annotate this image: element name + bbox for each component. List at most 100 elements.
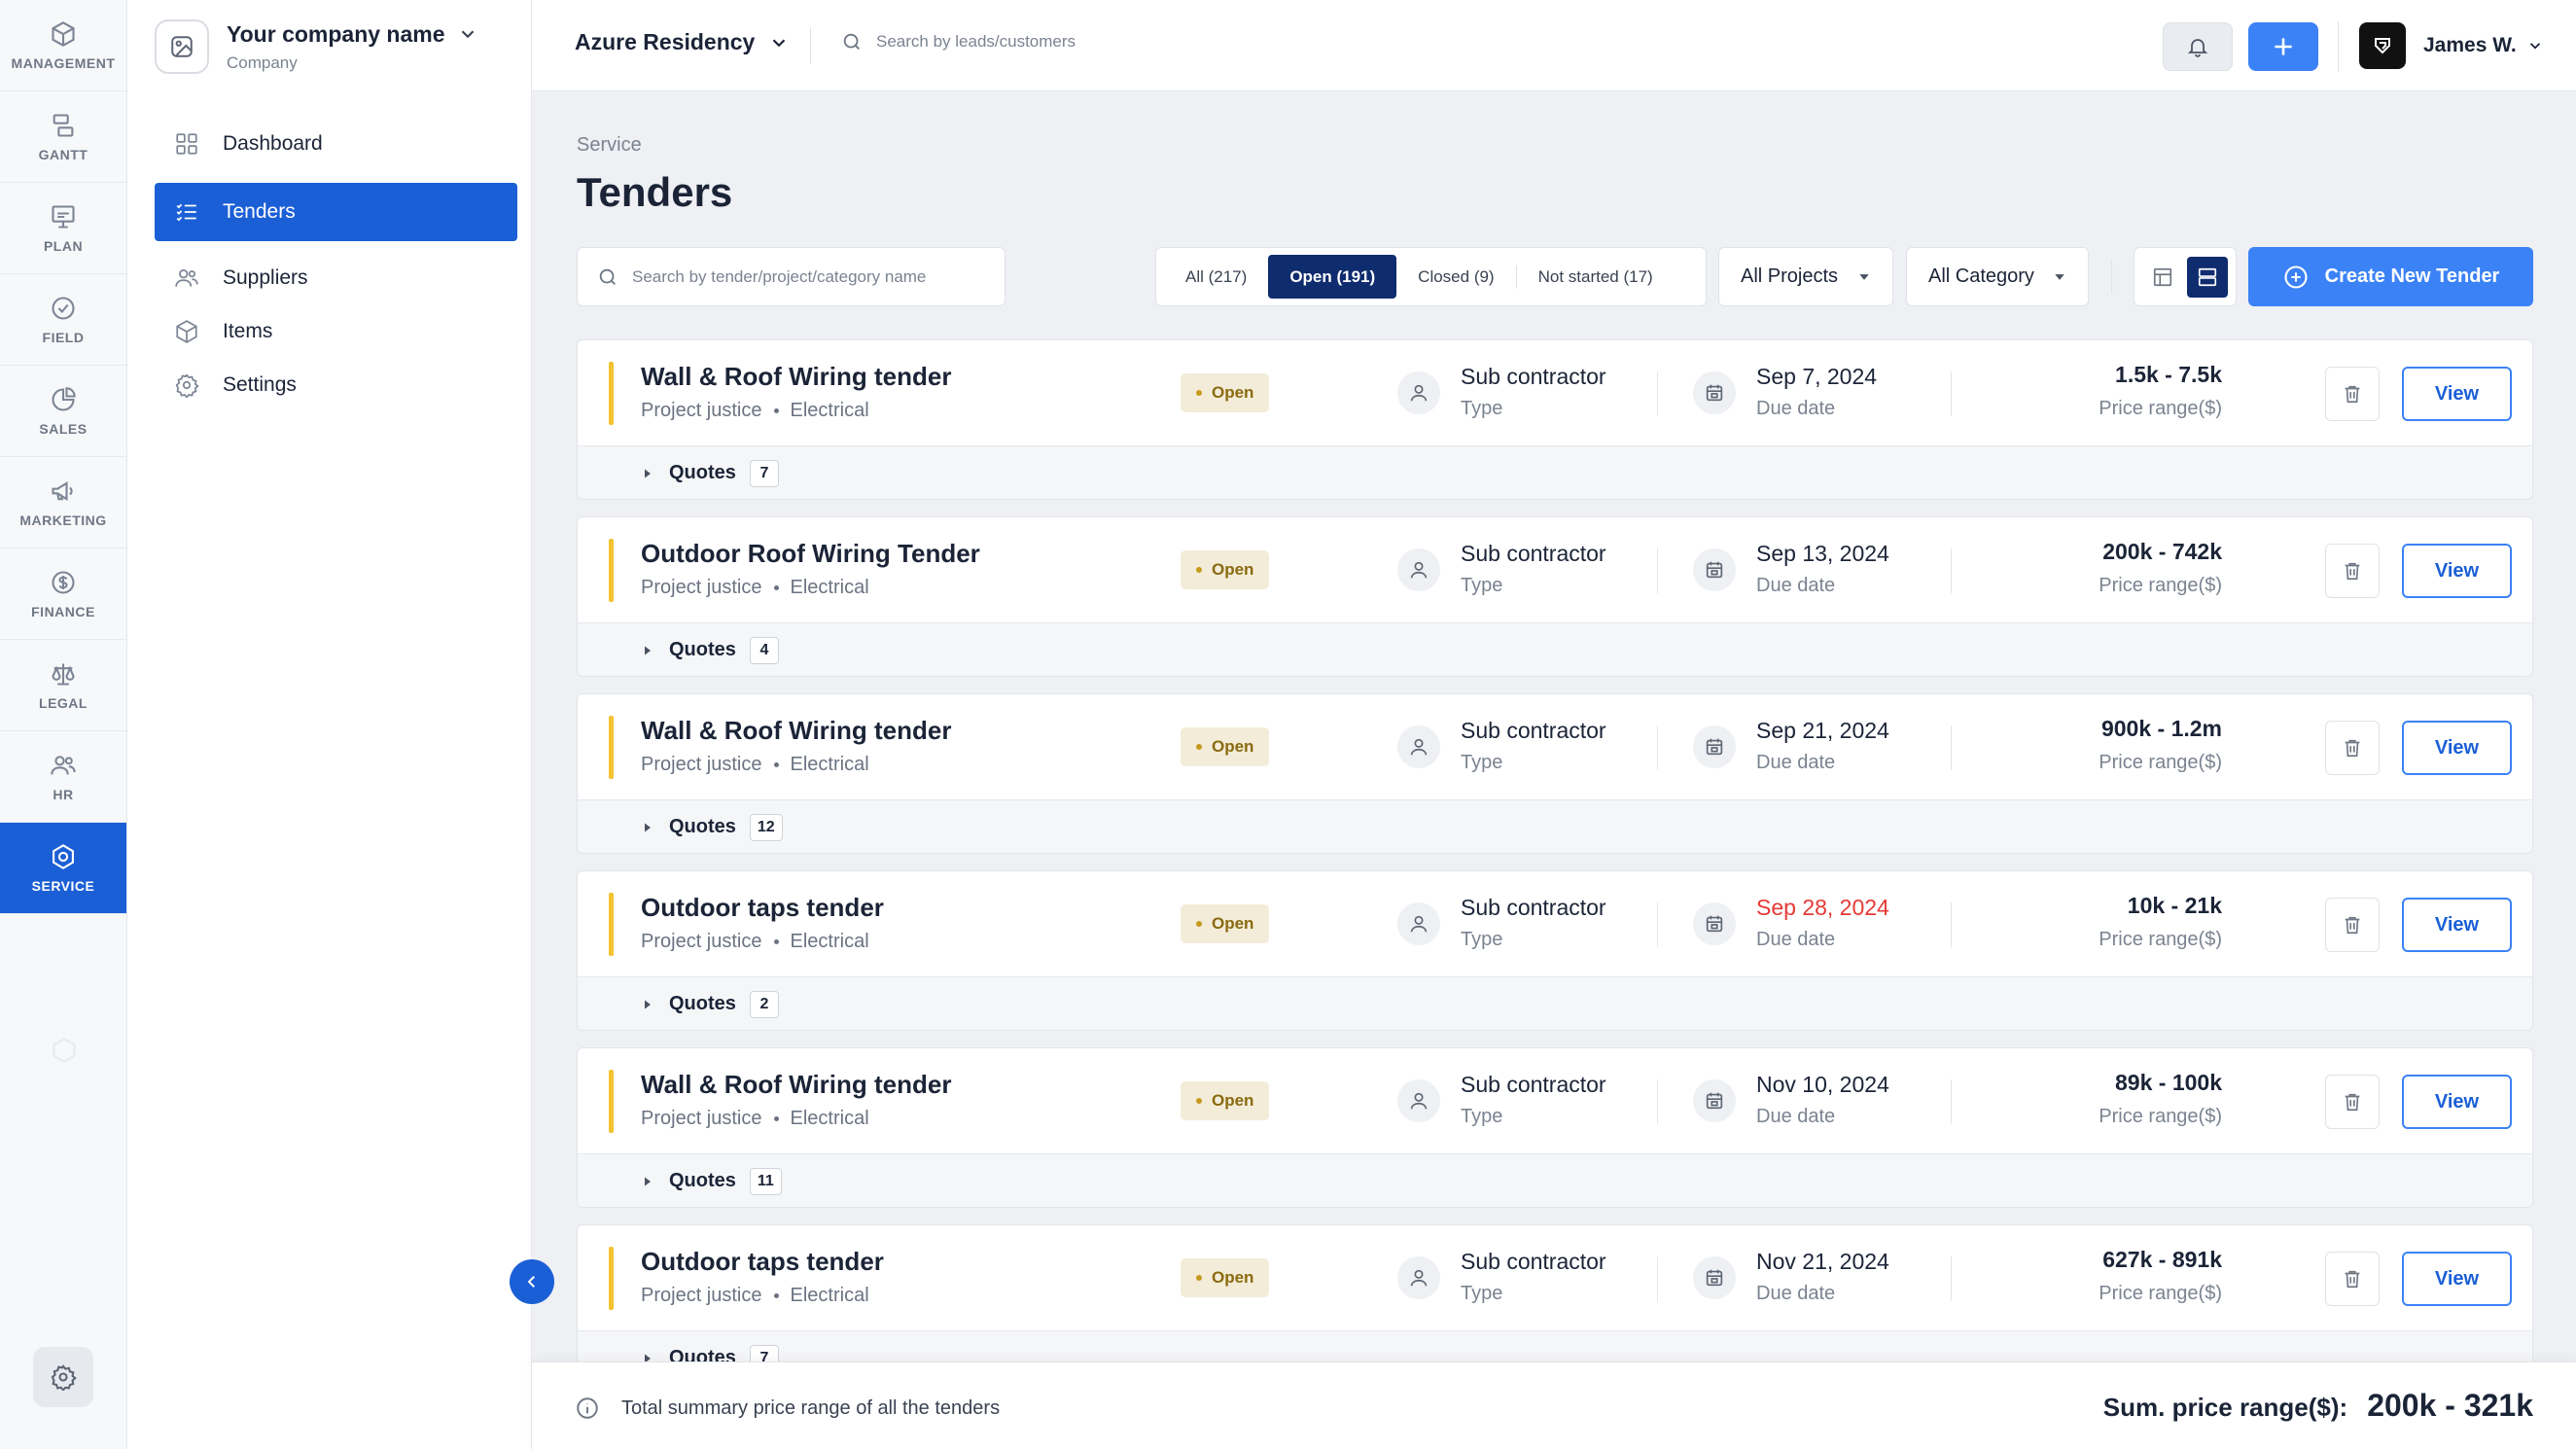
tender-title[interactable]: Outdoor Roof Wiring Tender (641, 539, 980, 568)
rail-label: FINANCE (31, 603, 95, 619)
tender-title[interactable]: Wall & Roof Wiring tender (641, 1070, 952, 1099)
notifications-button[interactable] (2163, 22, 2233, 71)
separator-dot (773, 1293, 779, 1298)
tender-card: Outdoor taps tender Project justice Elec… (577, 870, 2533, 1031)
divider (2111, 261, 2112, 294)
tender-project: Project justice (641, 577, 762, 598)
view-button[interactable]: View (2402, 1252, 2512, 1306)
table-view-button[interactable] (2142, 257, 2183, 298)
view-button[interactable]: View (2402, 544, 2512, 598)
tender-meta: Project justice Electrical (641, 1285, 869, 1307)
date-icon-wrap (1693, 725, 1736, 768)
project-selector[interactable]: Azure Residency (575, 29, 790, 55)
tender-project: Project justice (641, 400, 762, 421)
user-icon (1410, 561, 1428, 579)
sidebar-item-dashboard[interactable]: Dashboard (155, 115, 517, 173)
tender-category: Electrical (790, 754, 869, 775)
filter-not-started[interactable]: Not started (17) (1537, 266, 1653, 286)
company-switcher[interactable]: Your company name Company (155, 19, 478, 74)
tender-title[interactable]: Wall & Roof Wiring tender (641, 716, 952, 745)
quotes-label: Quotes (669, 639, 736, 660)
tender-price-label: Price range($) (2099, 752, 2222, 773)
sidebar-item-suppliers[interactable]: Suppliers (155, 251, 517, 304)
plan-icon (52, 204, 75, 229)
quotes-toggle[interactable]: Quotes 2 (578, 977, 2532, 1030)
rail-item-gantt[interactable]: GANTT (0, 91, 126, 183)
divider (1657, 548, 1658, 593)
date-icon-wrap (1693, 1079, 1736, 1122)
view-button[interactable]: View (2402, 898, 2512, 952)
delete-button[interactable] (2325, 544, 2380, 598)
tender-due-date: Sep 28, 2024 (1756, 895, 1889, 920)
quotes-toggle[interactable]: Quotes 7 (578, 446, 2532, 499)
user-icon (1410, 1269, 1428, 1287)
divider (1657, 1256, 1658, 1301)
card-view-button[interactable] (2187, 256, 2228, 298)
divider (1951, 1079, 1952, 1124)
rail-item-legal[interactable]: LEGAL (0, 640, 126, 731)
status-badge: Open (1181, 550, 1270, 589)
delete-button[interactable] (2325, 1075, 2380, 1129)
create-tender-button[interactable]: Create New Tender (2248, 247, 2533, 306)
divider (1657, 725, 1658, 770)
divider (1951, 902, 1952, 947)
tender-card: Wall & Roof Wiring tender Project justic… (577, 339, 2533, 500)
delete-button[interactable] (2325, 367, 2380, 421)
tender-title[interactable]: Outdoor taps tender (641, 1247, 884, 1276)
quotes-label: Quotes (669, 1170, 736, 1191)
filter-open[interactable]: Open (191) (1268, 255, 1397, 299)
sidebar-collapse-button[interactable] (510, 1259, 554, 1304)
caret-down-icon (1859, 273, 1869, 280)
quotes-label: Quotes (669, 993, 736, 1014)
status-badge: Open (1181, 904, 1270, 943)
view-button[interactable]: View (2402, 721, 2512, 775)
delete-button[interactable] (2325, 898, 2380, 952)
quick-add-button[interactable] (2248, 22, 2318, 71)
status-badge: Open (1181, 727, 1270, 766)
sidebar-item-settings[interactable]: Settings (155, 358, 517, 411)
user-menu[interactable]: James W. (2359, 22, 2544, 69)
status-badge: Open (1181, 1258, 1270, 1297)
rail-item-finance[interactable]: FINANCE (0, 548, 126, 640)
quotes-toggle[interactable]: Quotes 4 (578, 623, 2532, 676)
status-filter-tabs: All (217) Open (191) Closed (9) Not star… (1155, 247, 1707, 306)
tender-due-label: Due date (1756, 575, 1836, 596)
rail-item-field[interactable]: FIELD (0, 274, 126, 366)
rail-item-hr[interactable]: HR (0, 731, 126, 823)
quotes-toggle[interactable]: Quotes 7 (578, 1331, 2532, 1361)
status-dot (1196, 921, 1202, 927)
tender-title[interactable]: Wall & Roof Wiring tender (641, 362, 952, 391)
rail-item-plan[interactable]: PLAN (0, 183, 126, 274)
rail-label: FIELD (42, 329, 85, 345)
rail-item-sales[interactable]: SALES (0, 366, 126, 457)
category-dropdown[interactable]: All Category (1906, 247, 2089, 306)
delete-button[interactable] (2325, 721, 2380, 775)
status-indicator (609, 716, 614, 779)
view-button[interactable]: View (2402, 1075, 2512, 1129)
tender-search-input[interactable]: Search by tender/project/category name (577, 247, 1006, 306)
separator-dot (773, 939, 779, 944)
rail-settings-button[interactable] (33, 1347, 93, 1407)
status-badge: Open (1181, 373, 1270, 412)
projects-dropdown[interactable]: All Projects (1718, 247, 1893, 306)
tender-price-range: 627k - 891k (2102, 1247, 2222, 1272)
filter-all[interactable]: All (217) (1185, 266, 1248, 286)
chevron-down-icon (461, 30, 474, 39)
quotes-toggle[interactable]: Quotes 11 (578, 1154, 2532, 1207)
rail-item-marketing[interactable]: MARKETING (0, 457, 126, 548)
tender-due-date: Nov 10, 2024 (1756, 1072, 1889, 1097)
delete-button[interactable] (2325, 1252, 2380, 1306)
rail-label: GANTT (38, 146, 88, 162)
sidebar-item-tenders[interactable]: Tenders (155, 183, 517, 241)
rail-item-management[interactable]: MANAGEMENT (0, 0, 126, 91)
rail-item-service[interactable]: SERVICE (0, 823, 126, 914)
quotes-toggle[interactable]: Quotes 12 (578, 800, 2532, 853)
tender-price-range: 200k - 742k (2102, 539, 2222, 564)
view-button[interactable]: View (2402, 367, 2512, 421)
global-search-input[interactable]: Search by leads/customers (841, 31, 1076, 53)
filter-closed[interactable]: Closed (9) (1418, 266, 1495, 286)
tender-title[interactable]: Outdoor taps tender (641, 893, 884, 922)
sidebar-item-items[interactable]: Items (155, 304, 517, 358)
divider (1951, 371, 1952, 416)
rail-label: MANAGEMENT (11, 54, 116, 71)
